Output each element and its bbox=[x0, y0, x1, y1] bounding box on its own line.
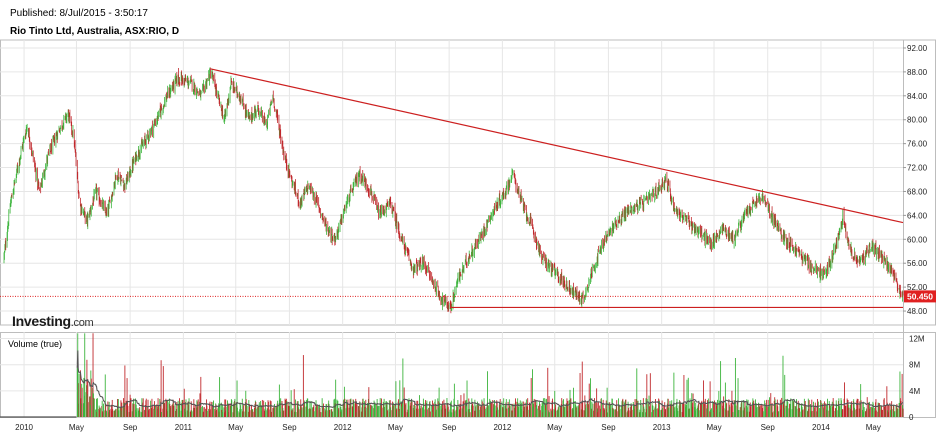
chart-symbol-title: Rio Tinto Ltd, Australia, ASX:RIO, D bbox=[10, 26, 180, 37]
volume-tick-label: 8M bbox=[909, 361, 920, 370]
date-tick-label: May bbox=[69, 423, 84, 432]
price-tick-label: 72.00 bbox=[907, 164, 928, 173]
price-tick-label: 56.00 bbox=[907, 259, 928, 268]
date-tick-label: Sep bbox=[123, 423, 138, 432]
date-tick-label: 2010 bbox=[15, 423, 33, 432]
chart-grid bbox=[0, 39, 936, 418]
volume-tick-label: 0 bbox=[909, 413, 914, 422]
date-tick-label: 2013 bbox=[653, 423, 671, 432]
date-tick-label: May bbox=[228, 423, 243, 432]
candlestick-series bbox=[3, 67, 904, 314]
price-tick-label: 60.00 bbox=[907, 235, 928, 244]
price-tick-label: 76.00 bbox=[907, 140, 928, 149]
current-price-box bbox=[904, 290, 936, 303]
date-tick-label: Sep bbox=[761, 423, 776, 432]
price-tick-label: 64.00 bbox=[907, 211, 928, 220]
logo-main: Investing bbox=[12, 313, 71, 329]
date-tick-label: May bbox=[706, 423, 721, 432]
date-tick-label: Sep bbox=[601, 423, 616, 432]
investing-logo: Investing.com bbox=[12, 313, 94, 329]
price-tick-label: 52.00 bbox=[907, 283, 928, 292]
price-tick-label: 48.00 bbox=[907, 307, 928, 316]
price-panel-frame bbox=[0, 39, 936, 326]
volume-panel-frame bbox=[0, 332, 936, 418]
current-price-label: 50.450 bbox=[907, 291, 933, 301]
price-tick-label: 88.00 bbox=[907, 68, 928, 77]
chart-axes: 48.00 52.00 56.00 60.00 64.00 68.00 72.00 76.00… bbox=[15, 44, 927, 432]
volume-moving-average bbox=[76, 350, 904, 409]
date-tick-label: Sep bbox=[442, 423, 457, 432]
date-tick-label: 2011 bbox=[175, 423, 193, 432]
chart-annotations: 50.450 bbox=[0, 68, 936, 309]
date-tick-label: Sep bbox=[282, 423, 297, 432]
volume-panel-title: Volume (true) bbox=[8, 339, 63, 349]
price-tick-label: 68.00 bbox=[907, 187, 928, 196]
date-tick-label: 2012 bbox=[493, 423, 511, 432]
price-tick-label: 84.00 bbox=[907, 92, 928, 101]
volume-tick-label: 4M bbox=[909, 387, 920, 396]
volume-tick-label: 12M bbox=[909, 335, 925, 344]
price-tick-label: 80.00 bbox=[907, 116, 928, 125]
logo-suffix: .com bbox=[70, 317, 94, 329]
price-tick-label: 92.00 bbox=[907, 44, 928, 53]
date-tick-label: May bbox=[547, 423, 562, 432]
date-tick-label: May bbox=[866, 423, 881, 432]
date-tick-label: May bbox=[388, 423, 403, 432]
date-tick-label: 2012 bbox=[334, 423, 352, 432]
published-timestamp: Published: 8/Jul/2015 - 3:50:17 bbox=[10, 8, 148, 19]
date-tick-label: 2014 bbox=[812, 423, 830, 432]
resistance-trendline bbox=[210, 68, 904, 224]
volume-series bbox=[0, 333, 904, 418]
